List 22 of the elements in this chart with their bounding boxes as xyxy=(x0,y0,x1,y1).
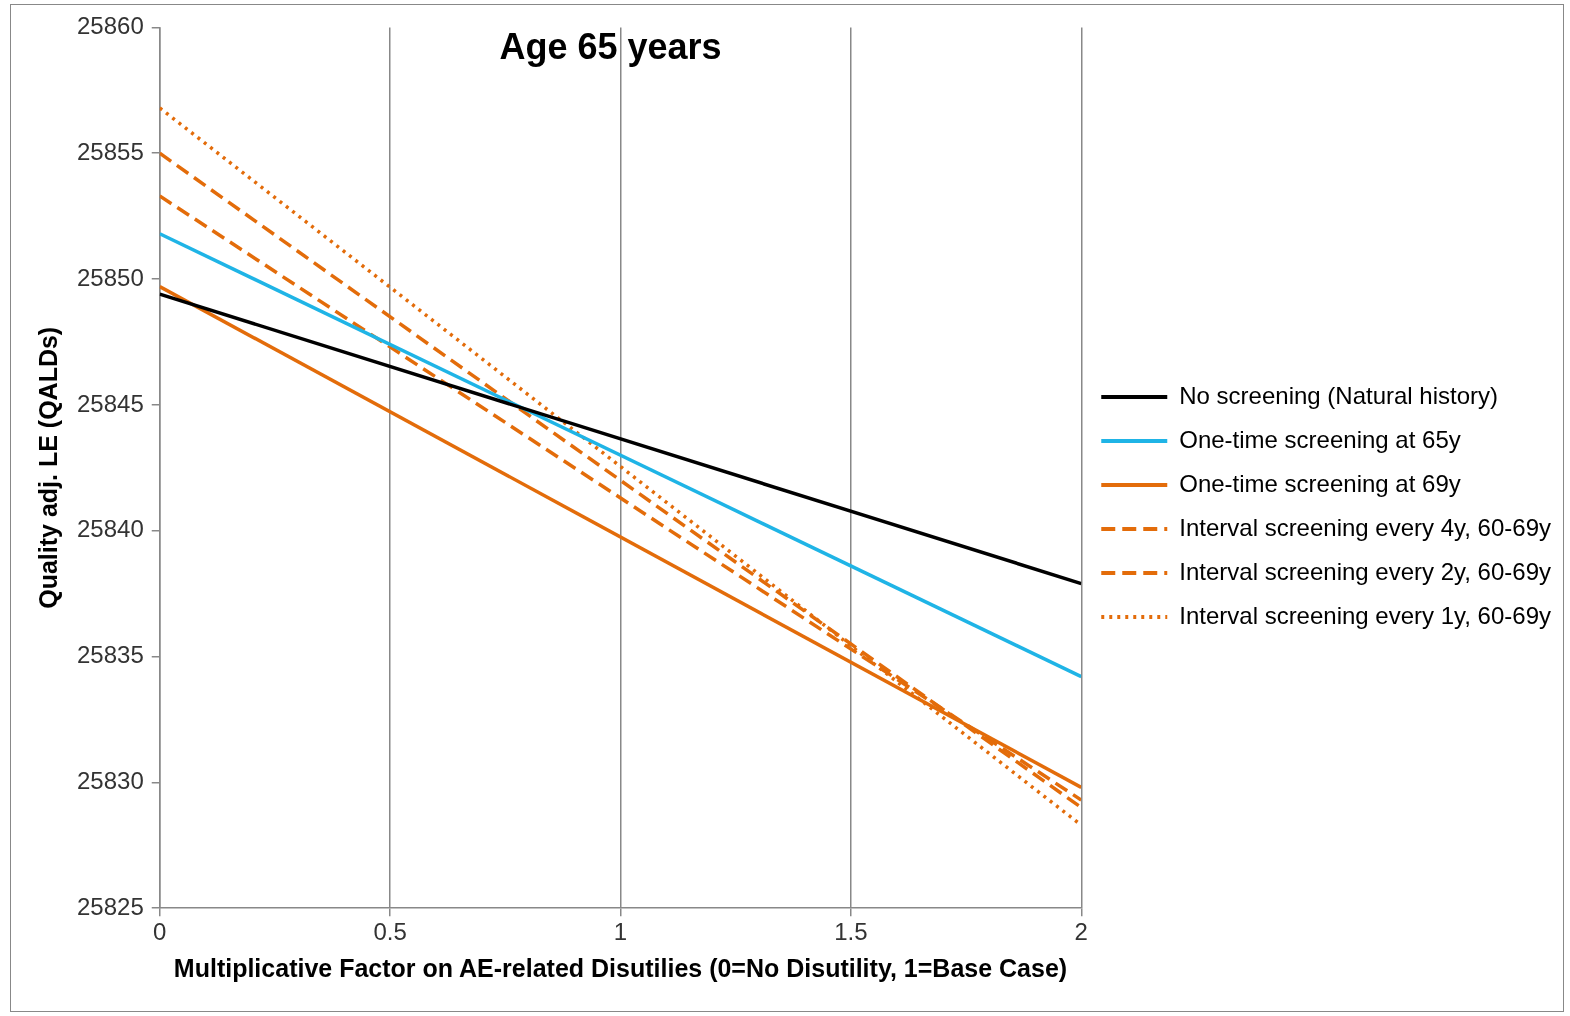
y-tick-label: 25835 xyxy=(76,641,144,669)
y-tick-label: 25830 xyxy=(76,767,144,794)
x-tick-label: 1.5 xyxy=(834,918,868,946)
y-tick-label: 25840 xyxy=(76,515,144,543)
y-axis-title: Quality adj. LE (QALDs) xyxy=(33,326,62,609)
y-tick-label: 25825 xyxy=(76,892,144,920)
y-tick-label: 25860 xyxy=(76,12,144,40)
y-tick-label: 25845 xyxy=(76,389,144,417)
legend-label: No screening (Natural history) xyxy=(1179,381,1499,409)
x-tick-label: 2 xyxy=(1074,918,1088,946)
legend-label: Interval screening every 2y, 60-69y xyxy=(1179,557,1552,585)
legend-label: Interval screening every 4y, 60-69y xyxy=(1179,513,1552,541)
chart-title: Age 65 years xyxy=(499,26,722,68)
legend-label: One-time screening at 65y xyxy=(1179,425,1461,453)
x-tick-label: 0.5 xyxy=(373,918,407,946)
legend-label: Interval screening every 1y, 60-69y xyxy=(1179,601,1552,629)
legend-label: One-time screening at 69y xyxy=(1179,469,1461,497)
x-axis-title: Multiplicative Factor on AE-related Disutilies (0=No Disutility, 1=Base Case) xyxy=(173,953,1068,982)
x-tick-label: 1 xyxy=(613,918,628,946)
y-tick-label: 25855 xyxy=(76,137,144,165)
y-tick-label: 25850 xyxy=(76,263,144,291)
x-tick-label: 0 xyxy=(153,918,167,946)
